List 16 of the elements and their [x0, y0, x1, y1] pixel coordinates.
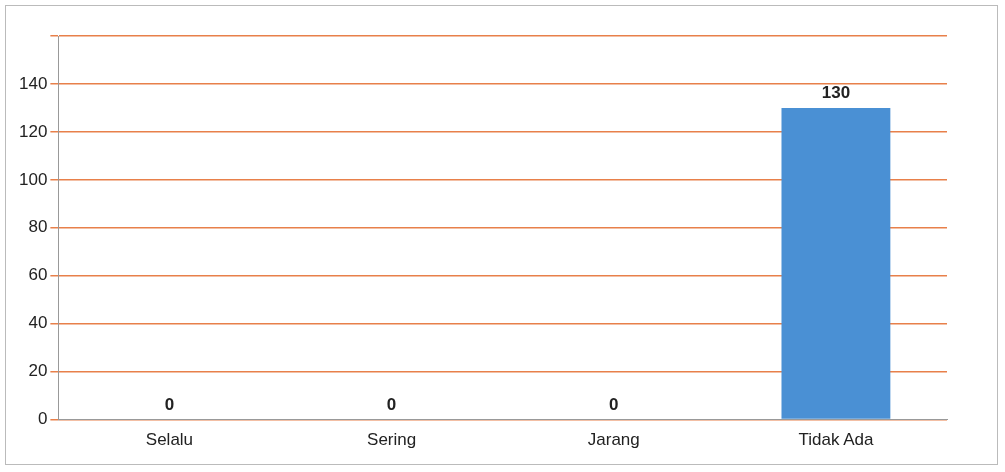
data-label: 0	[164, 394, 175, 414]
x-tick-label: Jarang	[587, 430, 640, 450]
data-label: 0	[609, 394, 619, 414]
x-tick-label: Selalu	[145, 430, 194, 450]
y-tick-label: 0	[37, 409, 48, 429]
x-tick-label: Tidak Ada	[798, 430, 874, 450]
data-label: 0	[386, 394, 397, 414]
y-tick-label: 140	[18, 73, 48, 93]
y-tick-label: 40	[28, 313, 48, 333]
y-tick-label: 120	[18, 121, 48, 141]
data-label: 130	[821, 83, 851, 103]
y-tick-label: 20	[28, 361, 48, 381]
y-tick-label: 80	[28, 217, 48, 237]
y-tick-label: 60	[28, 265, 48, 285]
x-tick-label: Sering	[367, 430, 417, 450]
y-tick-label: 100	[18, 169, 48, 189]
